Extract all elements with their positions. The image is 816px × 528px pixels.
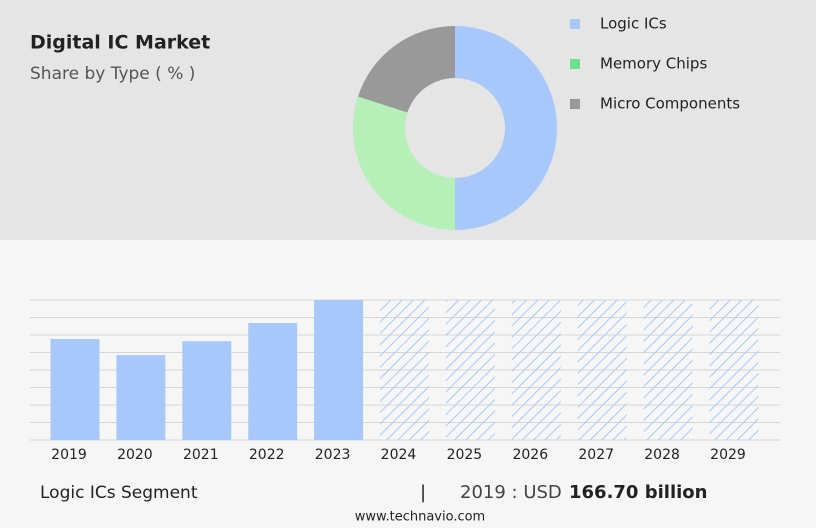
forecast-placeholder — [511, 300, 561, 440]
bar — [50, 338, 100, 440]
legend-label: Memory Chips — [600, 55, 707, 73]
x-tick-label: 2020 — [117, 447, 153, 463]
x-tick-label: 2023 — [315, 447, 351, 463]
year-text: 2019 : USD — [460, 482, 562, 503]
x-tick-label: 2027 — [578, 447, 614, 463]
x-tick-label: 2025 — [447, 447, 483, 463]
forecast-placeholder — [643, 300, 693, 440]
forecast-placeholder — [380, 300, 429, 440]
bar — [116, 355, 166, 440]
chart-title: Digital IC Market — [30, 32, 210, 54]
value-text: 166.70 billion — [569, 482, 707, 503]
x-tick-label: 2029 — [710, 447, 746, 463]
bar — [182, 341, 232, 440]
bar — [314, 300, 364, 440]
legend: Logic ICs Memory Chips Micro Components — [570, 15, 740, 113]
legend-swatch — [570, 59, 580, 69]
donut-slice — [455, 26, 557, 230]
bar-chart: 2019 2020 2021 2022 2023 2024 2025 2026 2027 2028… — [30, 299, 780, 463]
x-tick-label: 2022 — [249, 447, 285, 463]
donut-slice — [357, 26, 455, 113]
x-tick-label: 2019 — [51, 447, 87, 463]
legend-label: Micro Components — [600, 95, 740, 113]
segment-label: Logic ICs Segment — [40, 483, 198, 503]
donut-slice — [353, 96, 455, 230]
bar — [248, 323, 298, 440]
donut — [353, 26, 557, 230]
chart-subtitle: Share by Type ( % ) — [30, 64, 195, 84]
forecast-placeholder — [445, 300, 495, 440]
x-tick-label: 2026 — [512, 447, 548, 463]
forecast-placeholder — [709, 300, 759, 440]
separator: | — [420, 482, 426, 503]
x-tick-label: 2021 — [183, 447, 219, 463]
x-tick-label: 2024 — [381, 447, 417, 463]
forecast-placeholder — [577, 300, 627, 440]
x-tick-label: 2028 — [644, 447, 680, 463]
legend-swatch — [570, 19, 580, 29]
legend-label: Logic ICs — [600, 15, 667, 33]
legend-swatch — [570, 99, 580, 109]
source: www.technavio.com — [355, 510, 485, 525]
